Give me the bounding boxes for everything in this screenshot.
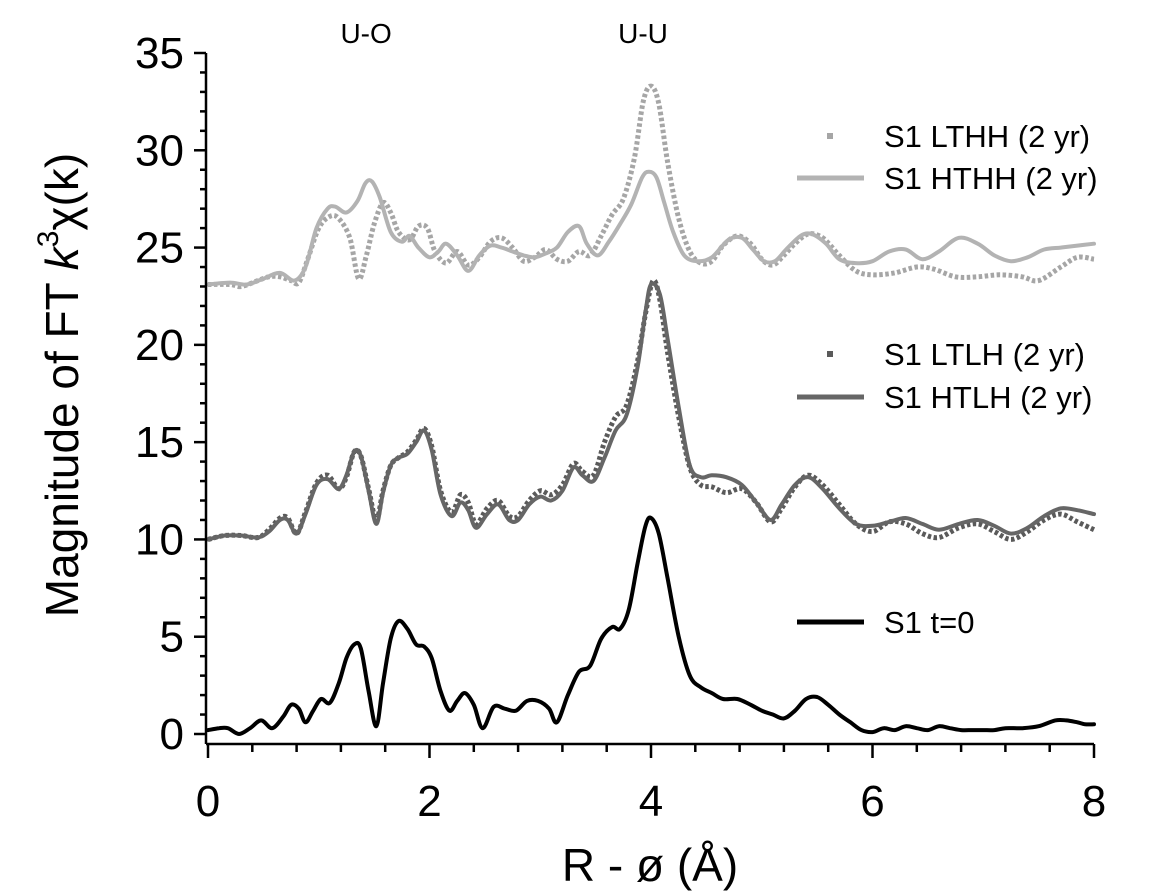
annotations: U-O U-U — [340, 18, 667, 49]
y-axis-title-k: k — [36, 245, 88, 270]
y-axis-title: Magnitude of FT k3χ(k) — [32, 153, 88, 617]
legend-label: S1 LTLH (2 yr) — [884, 337, 1085, 372]
annotation-label: U-U — [618, 18, 668, 49]
legend-label: S1 LTHH (2 yr) — [884, 119, 1090, 154]
axes: 0 5 10 15 20 25 30 35 0 2 4 6 8 — [135, 29, 1106, 826]
legend: S1 LTHH (2 yr) S1 HTHH (2 yr) S1 LTLH (2 y… — [797, 119, 1098, 640]
series-line-1 — [206, 169, 1096, 287]
plot-area — [206, 83, 1096, 736]
y-tick-label: 35 — [135, 29, 184, 78]
x-tick-label: 8 — [1082, 777, 1106, 826]
y-tick-label: 5 — [160, 613, 184, 662]
series-line-0 — [207, 83, 1095, 290]
y-axis-title-main: Magnitude of FT — [36, 270, 88, 617]
y-tick-label: 0 — [160, 710, 184, 759]
series-line-4 — [206, 515, 1096, 736]
y-tick-label: 15 — [135, 418, 184, 467]
y-tick-label: 20 — [135, 321, 184, 370]
y-axis-title-exponent: 3 — [32, 231, 65, 248]
x-tick-label: 0 — [196, 777, 220, 826]
legend-swatch — [827, 133, 833, 139]
legend-swatch — [827, 351, 833, 357]
series-line-3 — [206, 281, 1096, 542]
series-layer — [206, 83, 1096, 736]
annotation-label: U-O — [340, 18, 391, 49]
legend-label: S1 t=0 — [884, 605, 975, 640]
x-tick-label: 4 — [639, 777, 663, 826]
x-axis-title: R - ø (Å) — [562, 839, 738, 891]
y-ticks: 0 5 10 15 20 25 30 35 — [135, 29, 206, 759]
x-tick-label: 2 — [417, 777, 441, 826]
legend-label: S1 HTHH (2 yr) — [884, 161, 1098, 196]
y-axis-title-chi: χ(k) — [36, 153, 88, 231]
y-tick-label: 10 — [135, 515, 184, 564]
y-tick-label: 30 — [135, 126, 184, 175]
x-ticks: 0 2 4 6 8 — [196, 744, 1106, 826]
x-tick-label: 6 — [860, 777, 884, 826]
y-tick-label: 25 — [135, 224, 184, 273]
legend-label: S1 HTLH (2 yr) — [884, 380, 1092, 415]
